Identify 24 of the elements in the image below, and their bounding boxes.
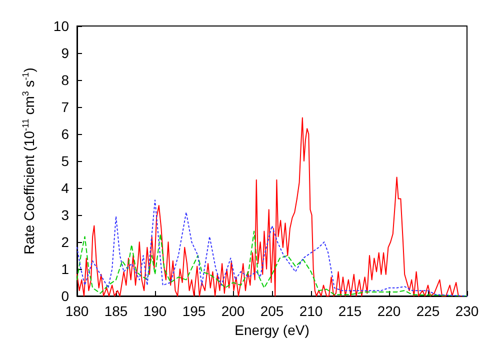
y-tick-label: 4 [61, 180, 70, 196]
x-tick-label: 180 [65, 303, 89, 319]
y-tick-label: 8 [61, 72, 70, 88]
x-tick-label: 205 [260, 303, 284, 319]
x-tick-label: 230 [455, 303, 479, 319]
y-tick-label: 3 [61, 207, 70, 223]
y-tick-label: 9 [61, 45, 70, 61]
y-tick-label: 6 [61, 126, 70, 142]
x-tick-label: 200 [221, 303, 245, 319]
y-tick-label: 2 [61, 234, 70, 250]
y-axis-title: Rate Coefficient (10-11 cm3 s-1) [20, 68, 37, 254]
x-tick-label: 190 [143, 303, 167, 319]
x-tick-label: 185 [104, 303, 128, 319]
x-tick-label: 225 [416, 303, 440, 319]
x-tick-label: 215 [338, 303, 362, 319]
x-tick-label: 220 [377, 303, 401, 319]
x-axis-title: Energy (eV) [234, 322, 310, 338]
y-tick-label: 5 [61, 153, 70, 169]
y-tick-label: 10 [53, 18, 70, 34]
y-tick-label: 7 [61, 99, 70, 115]
y-tick-label: 1 [61, 261, 70, 277]
y-tick-label: 0 [61, 288, 70, 304]
x-tick-label: 210 [299, 303, 323, 319]
x-tick-label: 195 [182, 303, 206, 319]
